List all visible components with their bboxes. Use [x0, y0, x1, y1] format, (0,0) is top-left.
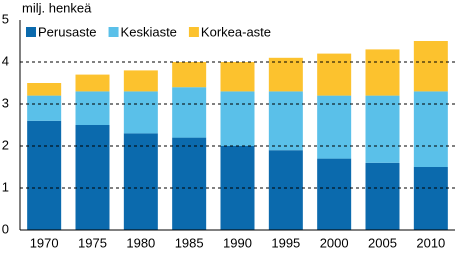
y-tick-label: 4 — [2, 53, 9, 68]
x-tick-label: 1980 — [126, 235, 155, 250]
x-tick-label: 1985 — [175, 235, 204, 250]
bar-segment — [268, 150, 303, 230]
bar-segment — [75, 125, 110, 230]
x-tick-label: 2000 — [320, 235, 349, 250]
x-tick-label: 2005 — [368, 235, 397, 250]
bar-segment — [268, 57, 303, 92]
x-tick-label: 1995 — [271, 235, 300, 250]
x-tick-label: 1990 — [223, 235, 252, 250]
bar-segment — [268, 91, 303, 151]
bar-segment — [365, 49, 400, 96]
x-tick-label: 2010 — [416, 235, 445, 250]
bar-segment — [317, 158, 352, 230]
bar-segment — [123, 133, 158, 230]
bar-segment — [123, 70, 158, 92]
bar-segment — [172, 87, 207, 138]
legend-swatch — [108, 27, 119, 37]
x-tick-label: 1975 — [78, 235, 107, 250]
y-tick-label: 1 — [2, 179, 9, 194]
y-tick-label: 2 — [2, 137, 9, 152]
bar-segment — [27, 120, 62, 230]
bar-segment — [365, 95, 400, 163]
bar-segment — [317, 95, 352, 159]
legend-swatch — [26, 27, 36, 37]
bar-segment — [317, 53, 352, 96]
y-tick-label: 5 — [2, 11, 9, 26]
legend-label: Keskiaste — [121, 24, 177, 39]
bar-segment — [220, 62, 255, 92]
legend-label: Perusaste — [38, 24, 97, 39]
bar-segment — [172, 62, 207, 88]
y-tick-label: 0 — [2, 221, 9, 236]
bar-segment — [123, 91, 158, 134]
bar-segment — [413, 167, 448, 230]
bar-segment — [27, 83, 62, 96]
x-tick-label: 1970 — [30, 235, 59, 250]
bar-segment — [413, 91, 448, 167]
y-tick-label: 3 — [2, 95, 9, 110]
bar-segment — [27, 95, 62, 121]
legend-swatch — [188, 27, 199, 37]
legend-label: Korkea-aste — [201, 24, 271, 39]
y-axis-label: milj. henkeä — [22, 0, 92, 15]
bar-segment — [172, 137, 207, 230]
bar-segment — [220, 91, 255, 146]
bar-segment — [365, 162, 400, 230]
bar-segment — [413, 41, 448, 92]
bar-segment — [75, 91, 110, 125]
bar-segment — [75, 74, 110, 92]
